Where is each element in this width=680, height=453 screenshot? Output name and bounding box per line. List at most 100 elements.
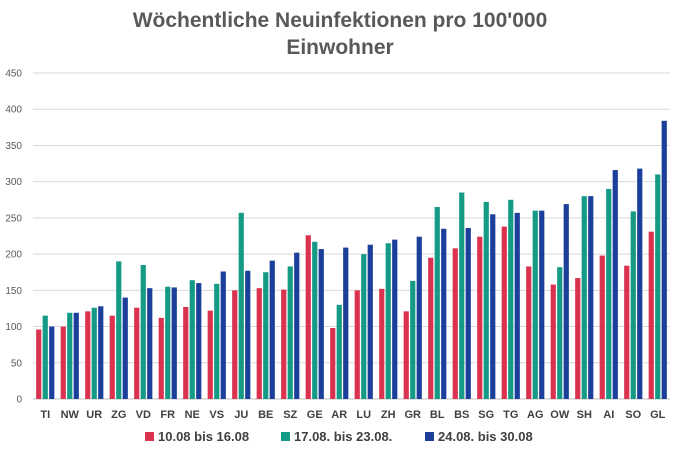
bar-ge-series-1	[305, 235, 311, 399]
y-tick-label-150: 150	[5, 286, 22, 297]
x-tick-label-sh: SH	[577, 409, 592, 421]
bar-be-series-3	[269, 260, 275, 399]
bar-ti-series-3	[49, 326, 55, 399]
x-tick-label-fr: FR	[160, 409, 175, 421]
bar-vs-series-2	[214, 283, 220, 399]
bar-ju-series-2	[238, 212, 244, 399]
gridlines	[33, 72, 670, 400]
bar-ti-series-2	[42, 315, 48, 399]
x-tick-label-so: SO	[625, 409, 641, 421]
bar-lu-series-3	[367, 244, 373, 399]
bar-zg-series-3	[122, 297, 128, 399]
bar-bl-series-1	[428, 257, 434, 399]
bar-ne-series-2	[189, 280, 195, 399]
x-tick-label-ju: JU	[234, 409, 248, 421]
bars	[36, 120, 667, 400]
bar-bl-series-3	[441, 228, 447, 399]
bar-be-series-2	[263, 272, 269, 399]
bar-vs-series-1	[207, 310, 213, 399]
legend-swatch-2	[281, 432, 290, 441]
legend-swatch-1	[145, 432, 154, 441]
bar-tg-series-1	[501, 226, 507, 399]
bar-bs-series-2	[459, 192, 465, 399]
x-tick-label-gr: GR	[405, 409, 422, 421]
bar-sh-series-1	[575, 278, 581, 399]
bar-gr-series-2	[410, 280, 416, 399]
y-tick-label-300: 300	[5, 177, 22, 188]
bar-tg-series-2	[508, 199, 514, 399]
legend-label-1: 10.08 bis 16.08	[158, 429, 249, 444]
bar-so-series-1	[624, 265, 630, 399]
bar-ar-series-2	[336, 304, 342, 399]
x-tick-label-vs: VS	[209, 409, 224, 421]
bar-ti-series-1	[36, 329, 42, 399]
y-tick-label-100: 100	[5, 322, 22, 333]
x-axis-category-labels: TI NW UR ZG VD FR NE VS JU BE SZ GE AR LU ZH GR BL BS SG TG…	[40, 409, 665, 421]
x-tick-label-sg: SG	[478, 409, 494, 421]
bar-sg-series-3	[490, 214, 496, 399]
bar-lu-series-2	[361, 254, 367, 399]
bar-ur-series-3	[98, 306, 104, 399]
bar-ai-series-1	[599, 255, 605, 399]
chart-title-line-2: Einwohner	[286, 36, 393, 59]
bar-ar-series-1	[330, 328, 336, 399]
bar-ge-series-3	[318, 249, 324, 399]
bar-zh-series-2	[385, 243, 391, 399]
x-tick-label-ar: AR	[331, 409, 347, 421]
x-tick-label-sz: SZ	[283, 409, 297, 421]
bar-ne-series-3	[196, 283, 202, 399]
bar-so-series-3	[637, 168, 643, 399]
y-tick-label-350: 350	[5, 141, 22, 152]
legend-swatch-3	[425, 432, 434, 441]
legend-label-2: 17.08. bis 23.08.	[294, 429, 392, 444]
x-tick-label-zg: ZG	[111, 409, 126, 421]
bar-ow-series-3	[563, 204, 569, 399]
bar-gr-series-3	[416, 236, 422, 399]
y-tick-label-250: 250	[5, 213, 22, 224]
x-tick-label-ag: AG	[527, 409, 544, 421]
bar-zg-series-1	[109, 315, 115, 399]
bar-ju-series-3	[245, 270, 251, 399]
y-tick-label-400: 400	[5, 105, 22, 116]
bar-ar-series-3	[343, 247, 349, 399]
bar-sz-series-2	[287, 266, 293, 399]
bar-fr-series-3	[171, 287, 177, 399]
bar-bs-series-3	[465, 228, 471, 399]
x-tick-label-gl: GL	[650, 409, 666, 421]
bar-fr-series-2	[165, 286, 171, 399]
y-tick-label-450: 450	[5, 69, 22, 80]
bar-nw-series-3	[73, 312, 79, 399]
x-tick-label-nw: NW	[61, 409, 80, 421]
x-tick-label-vd: VD	[136, 409, 151, 421]
bar-gr-series-1	[403, 311, 409, 399]
bar-ur-series-1	[85, 311, 91, 399]
bar-sz-series-3	[294, 252, 300, 399]
bar-vd-series-2	[140, 264, 146, 399]
bar-sz-series-1	[281, 289, 287, 399]
bar-sg-series-2	[483, 201, 489, 399]
bar-ai-series-3	[612, 170, 618, 399]
bar-sh-series-3	[588, 196, 594, 399]
bar-bl-series-2	[434, 207, 440, 399]
x-tick-label-ow: OW	[550, 409, 570, 421]
bar-zh-series-1	[379, 288, 385, 399]
x-tick-label-tg: TG	[503, 409, 518, 421]
bar-vs-series-3	[220, 271, 226, 399]
bar-be-series-1	[256, 288, 262, 399]
x-tick-label-ti: TI	[40, 409, 50, 421]
bar-lu-series-1	[354, 290, 360, 399]
chart-title-line-1: Wöchentliche Neuinfektionen pro 100'000	[133, 9, 548, 32]
bar-sh-series-2	[581, 196, 587, 399]
bar-fr-series-1	[158, 317, 164, 399]
bar-ag-series-3	[539, 210, 545, 399]
x-tick-label-ur: UR	[86, 409, 102, 421]
bar-ne-series-1	[183, 306, 189, 399]
y-tick-label-50: 50	[11, 358, 23, 369]
bar-nw-series-1	[60, 326, 66, 399]
x-tick-label-ai: AI	[603, 409, 614, 421]
bar-gl-series-3	[661, 120, 667, 400]
x-tick-label-zh: ZH	[381, 409, 396, 421]
bar-ow-series-1	[550, 284, 556, 399]
x-tick-label-bl: BL	[430, 409, 445, 421]
